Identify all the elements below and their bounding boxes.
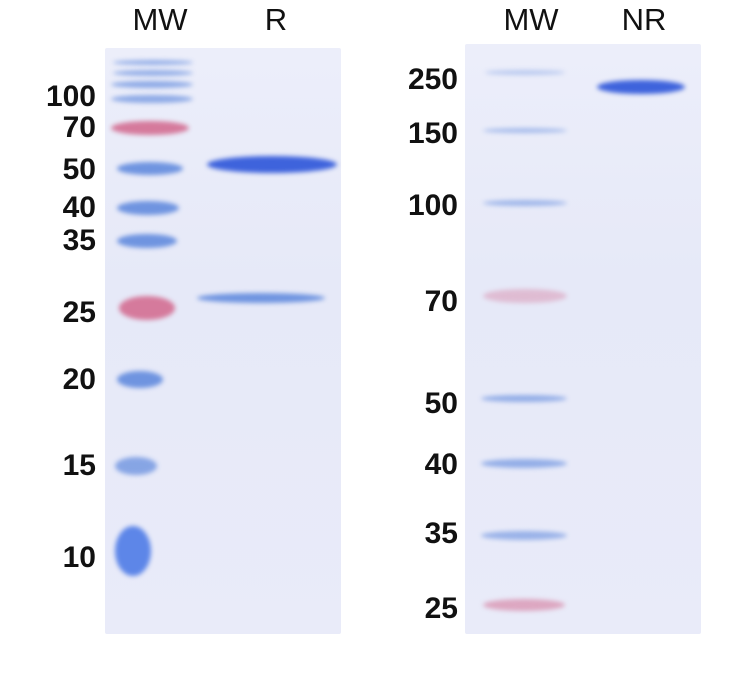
marker-band-150 bbox=[483, 128, 567, 133]
marker-band bbox=[111, 95, 193, 103]
marker-label: 50 bbox=[62, 153, 96, 186]
marker-label: 20 bbox=[62, 363, 96, 396]
lane-label-mw-right: MW bbox=[503, 2, 559, 37]
marker-band-20 bbox=[117, 371, 163, 388]
marker-band bbox=[111, 81, 193, 88]
gel-right bbox=[465, 44, 701, 634]
marker-band-70 bbox=[483, 289, 567, 303]
marker-label: 150 bbox=[407, 117, 458, 150]
marker-label: 40 bbox=[424, 448, 458, 481]
sample-band-light-chain bbox=[197, 293, 325, 303]
marker-band-70 bbox=[111, 121, 189, 135]
marker-label: 25 bbox=[62, 296, 96, 329]
marker-label: 25 bbox=[424, 592, 458, 625]
marker-band-35 bbox=[117, 234, 177, 248]
marker-band bbox=[113, 60, 193, 65]
marker-band-35 bbox=[481, 531, 567, 540]
marker-label: 35 bbox=[62, 224, 96, 257]
marker-label: 100 bbox=[45, 80, 96, 113]
marker-label: 70 bbox=[62, 111, 96, 144]
marker-label: 250 bbox=[407, 63, 458, 96]
marker-band-50 bbox=[481, 395, 567, 402]
marker-band-10 bbox=[115, 526, 151, 576]
marker-band-40 bbox=[117, 201, 179, 215]
marker-band-50 bbox=[117, 162, 183, 175]
marker-label: 35 bbox=[424, 517, 458, 550]
sample-band-heavy-chain bbox=[207, 156, 337, 173]
marker-band-40 bbox=[481, 459, 567, 468]
lane-label-nonreduced: NR bbox=[621, 2, 667, 37]
marker-label: 10 bbox=[62, 541, 96, 574]
marker-band bbox=[113, 70, 193, 76]
marker-band-25 bbox=[483, 599, 565, 611]
marker-band-250 bbox=[485, 70, 565, 75]
marker-band-100 bbox=[483, 200, 567, 206]
marker-band-15 bbox=[115, 457, 157, 475]
sample-band-intact-igg bbox=[597, 80, 685, 94]
marker-label: 50 bbox=[424, 387, 458, 420]
lane-label-reduced: R bbox=[264, 2, 288, 37]
marker-label: 100 bbox=[407, 189, 458, 222]
marker-label: 15 bbox=[62, 449, 96, 482]
marker-band-25 bbox=[119, 296, 175, 320]
marker-label: 70 bbox=[424, 285, 458, 318]
lane-label-mw-left: MW bbox=[132, 2, 188, 37]
gel-left bbox=[105, 48, 341, 634]
marker-label: 40 bbox=[62, 191, 96, 224]
